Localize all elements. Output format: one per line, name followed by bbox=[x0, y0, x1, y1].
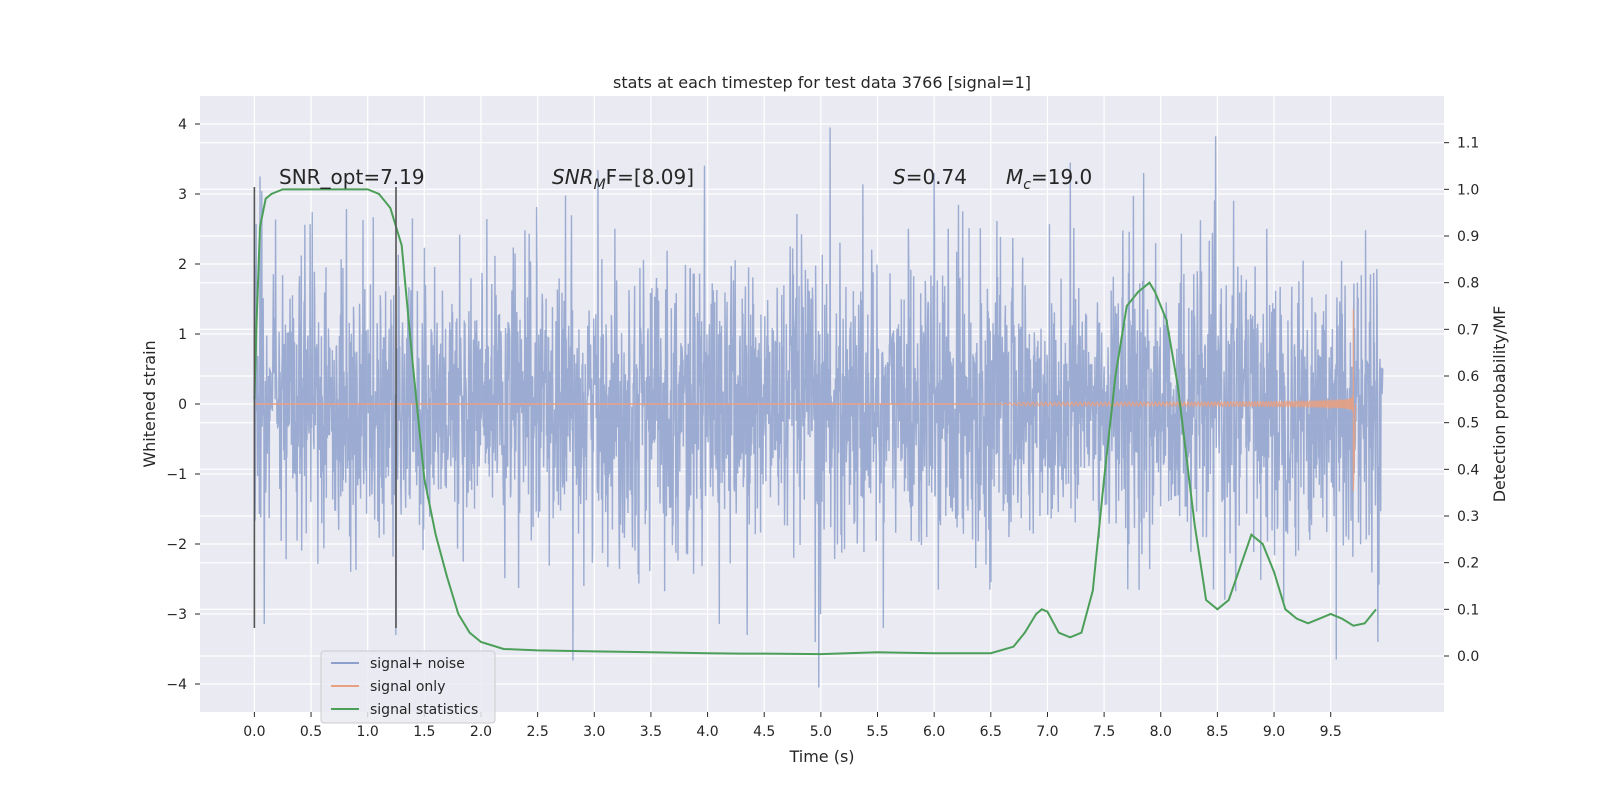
x-tick-label: 7.5 bbox=[1093, 724, 1115, 740]
y2-tick-label: 1.0 bbox=[1457, 182, 1479, 198]
y2-tick-label: 1.1 bbox=[1457, 136, 1479, 152]
annotation-mc-rest: =19.0 bbox=[1031, 165, 1092, 189]
x-tick-label: 2.5 bbox=[526, 724, 548, 740]
y2-tick-label: 0.8 bbox=[1457, 276, 1479, 292]
x-tick-label: 6.5 bbox=[980, 724, 1002, 740]
y2-tick-label: 0.6 bbox=[1457, 369, 1479, 385]
y-tick-label: −3 bbox=[166, 607, 187, 623]
x-axis-ticks: 0.0 0.5 1.0 1.5 2.0 2.5 3.0 3.5 4.0 4.5 5.0 5.5 6.0 6… bbox=[243, 712, 1342, 740]
y-tick-label: −4 bbox=[166, 677, 187, 693]
x-tick-label: 6.0 bbox=[923, 724, 945, 740]
y-tick-label: 2 bbox=[178, 257, 187, 273]
x-tick-label: 2.0 bbox=[470, 724, 492, 740]
y2-tick-label: 0.3 bbox=[1457, 509, 1479, 525]
x-tick-label: 5.0 bbox=[810, 724, 832, 740]
series-layer bbox=[253, 127, 1384, 688]
x-tick-label: 3.0 bbox=[583, 724, 605, 740]
y-tick-label: −1 bbox=[166, 467, 187, 483]
legend-label-signal-statistics: signal statistics bbox=[370, 702, 478, 718]
legend: signal+ noise signal only signal statist… bbox=[320, 650, 496, 724]
y2-tick-label: 0.0 bbox=[1457, 649, 1479, 665]
x-tick-label: 0.0 bbox=[243, 724, 265, 740]
x-tick-label: 1.0 bbox=[357, 724, 379, 740]
y2-axis-label: Detection probability/MF bbox=[1490, 306, 1509, 503]
marker-vlines bbox=[253, 187, 397, 628]
x-tick-label: 8.0 bbox=[1150, 724, 1172, 740]
x-tick-label: 1.5 bbox=[413, 724, 435, 740]
annotation-s-italic: S bbox=[893, 165, 906, 189]
y-tick-label: 4 bbox=[178, 117, 187, 133]
y2-tick-label: 0.4 bbox=[1457, 462, 1479, 478]
series-signal-only-line bbox=[990, 309, 1357, 492]
y2-axis-ticks: 1.1 1.0 0.9 0.8 0.7 0.6 0.5 0.4 0.3 0.2 0.1 0.0 bbox=[1444, 136, 1479, 665]
legend-label-signal-noise: signal+ noise bbox=[370, 656, 465, 672]
y-axis-label: Whitened strain bbox=[140, 340, 159, 467]
annotation-snr-mf-italic: SNR bbox=[552, 165, 594, 189]
y-tick-label: −2 bbox=[166, 537, 187, 553]
series-signal-statistics-line bbox=[253, 188, 1377, 656]
legend-label-signal-only: signal only bbox=[370, 679, 445, 695]
x-tick-label: 0.5 bbox=[300, 724, 322, 740]
annotation-snr-mf-rest: F=[8.09] bbox=[606, 165, 694, 189]
y-axis-ticks: 4 3 2 1 0 −1 −2 −3 −4 bbox=[166, 117, 200, 693]
x-tick-label: 3.5 bbox=[640, 724, 662, 740]
annotation-s-rest: =0.74 bbox=[906, 165, 967, 189]
x-tick-label: 7.0 bbox=[1036, 724, 1058, 740]
y2-tick-label: 0.9 bbox=[1457, 229, 1479, 245]
y-tick-label: 0 bbox=[178, 397, 187, 413]
annotation-mc-sub: c bbox=[1023, 177, 1031, 193]
series-signal-noise-line bbox=[253, 127, 1384, 688]
x-tick-label: 9.0 bbox=[1263, 724, 1285, 740]
x-tick-label: 8.5 bbox=[1206, 724, 1228, 740]
y-tick-label: 3 bbox=[178, 187, 187, 203]
y-tick-label: 1 bbox=[178, 327, 187, 343]
legend-box bbox=[320, 650, 496, 724]
y2-tick-label: 0.5 bbox=[1457, 416, 1479, 432]
annotation-snr-opt: SNR_opt=7.19 bbox=[279, 165, 425, 189]
annotation-snr-mf: SNRMF=[8.09] bbox=[552, 165, 694, 193]
x-tick-label: 4.5 bbox=[753, 724, 775, 740]
y2-tick-label: 0.2 bbox=[1457, 556, 1479, 572]
annotation-snr-mf-sub: M bbox=[594, 177, 606, 193]
x-tick-label: 4.0 bbox=[696, 724, 718, 740]
x-axis-label: Time (s) bbox=[788, 747, 854, 766]
y2-tick-label: 0.1 bbox=[1457, 602, 1479, 618]
annotation-s: S=0.74 bbox=[893, 165, 967, 189]
annotation-mc-italic: M bbox=[1006, 165, 1023, 189]
x-tick-label: 5.5 bbox=[866, 724, 888, 740]
x-tick-label: 9.5 bbox=[1320, 724, 1342, 740]
annotation-mc: Mc=19.0 bbox=[1006, 165, 1092, 193]
y2-tick-label: 0.7 bbox=[1457, 322, 1479, 338]
chart-title: stats at each timestep for test data 376… bbox=[613, 73, 1031, 92]
